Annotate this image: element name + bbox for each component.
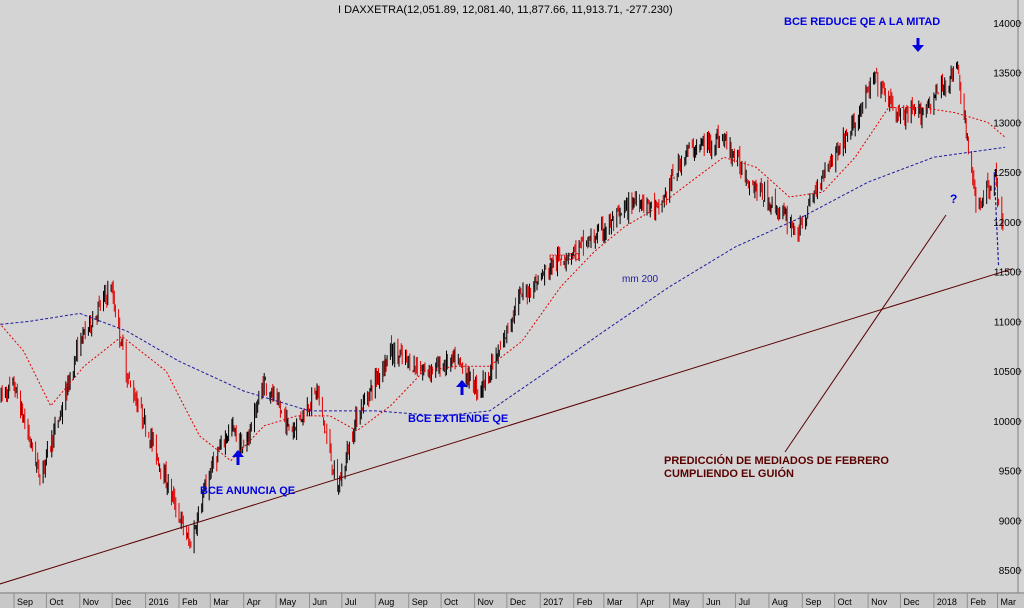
y-tick-label: 14000 [993,19,1021,30]
x-tick-label: Dec [903,597,920,607]
y-tick-label: 9000 [999,516,1022,527]
x-tick-label: Sep [17,597,33,607]
annotation-prediccion-line2: CUMPLIENDO EL GUIÓN [664,467,794,480]
annotation-bce-reduce-qe: BCE REDUCE QE A LA MITAD [784,16,940,28]
x-tick-label: Jun [312,597,327,607]
y-tick-label: 13500 [993,69,1021,80]
x-tick-label: Apr [247,597,261,607]
arrow-down-icon [912,45,924,52]
x-tick-label: Dec [510,597,527,607]
x-tick-label: Feb [182,597,198,607]
x-tick-label: May [279,597,297,607]
x-tick-label: Sep [412,597,428,607]
x-tick-label: Oct [444,597,459,607]
y-tick-label: 12500 [993,168,1021,179]
x-tick-label: Mar [1001,597,1017,607]
x-axis-band [0,592,1024,608]
arrow-up-icon [232,450,244,457]
y-tick-label: 9500 [999,467,1022,478]
y-tick-label: 8500 [999,566,1022,577]
series-label-mm200: mm 200 [622,274,659,285]
annotation-bce-anuncia-qe: BCE ANUNCIA QE [200,485,295,497]
x-tick-label: Dec [115,597,132,607]
x-tick-label: Nov [477,597,494,607]
chart-title: I DAXXETRA(12,051.89, 12,081.40, 11,877.… [338,4,673,16]
series-mm-200 [0,146,1006,417]
pointer-line [784,214,947,453]
arrow-up-icon [456,380,468,387]
y-tick-label: 10500 [993,367,1021,378]
x-tick-label: Oct [49,597,64,607]
x-tick-label: Aug [378,597,394,607]
x-axis: Sep Oct Nov Dec 2016 Feb Mar Apr May Jun Jul Aug Sep… [13,593,1017,608]
series-projection [993,172,1000,267]
x-tick-label: Feb [577,597,593,607]
x-tick-label: Nov [871,597,888,607]
x-tick-label: 2016 [149,597,169,607]
x-tick-label: 2018 [937,597,957,607]
y-tick-label: 11000 [994,317,1022,328]
annotation-bce-extiende-qe: BCE EXTIENDE QE [408,413,508,425]
y-tick-label: 13000 [993,118,1021,129]
y-axis: 8500 9000 9500 10000 10500 11000 11500 12000 125… [993,19,1022,577]
x-tick-label: Jul [738,597,750,607]
series-label-mm50: mm 50 [549,252,580,263]
annotation-prediccion-line1: PREDICCIÓN DE MEDIADOS DE FEBRERO [664,454,889,467]
y-tick-label: 12000 [993,218,1021,229]
series-trend [0,268,1013,585]
x-tick-label: Aug [772,597,788,607]
x-tick-label: Apr [640,597,654,607]
x-tick-label: Mar [607,597,623,607]
x-tick-label: Mar [213,597,229,607]
x-tick-label: May [673,597,691,607]
x-tick-label: Oct [838,597,853,607]
annotation-question-mark: ? [950,192,957,206]
series-lines [0,107,1013,585]
candles [0,61,1004,554]
y-tick-label: 11500 [994,268,1022,279]
x-tick-label: 2017 [543,597,563,607]
x-tick-label: Feb [970,597,986,607]
x-tick-label: Sep [805,597,821,607]
x-tick-label: Nov [83,597,100,607]
y-tick-label: 10000 [993,417,1021,428]
x-tick-label: Jun [706,597,721,607]
x-tick-label: Jul [345,597,357,607]
